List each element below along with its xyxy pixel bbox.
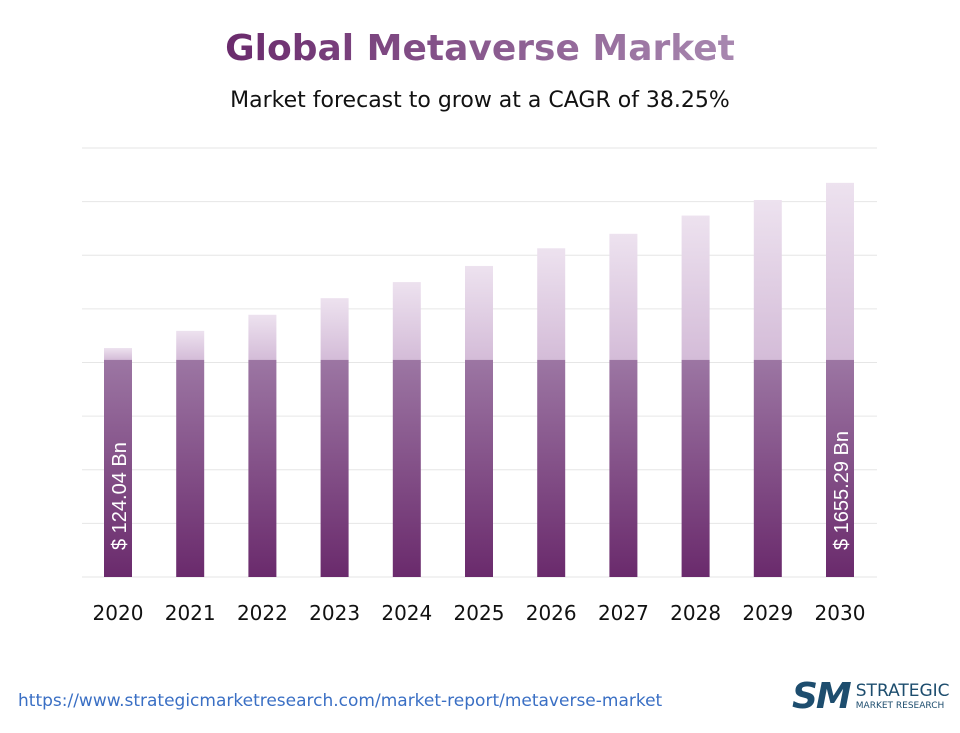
bar-base-2025 — [465, 359, 493, 577]
logo-mark: SM — [792, 676, 852, 717]
bar-base-2030 — [826, 359, 854, 577]
bar-base-2024 — [392, 359, 421, 577]
bar-top-2029 — [753, 200, 782, 360]
data-label: $ 1655.29 Bn — [831, 431, 853, 550]
bar-base-2023 — [320, 359, 349, 577]
bar-base-2021 — [176, 359, 205, 577]
bar-base-2026 — [537, 359, 566, 577]
x-tick-label: 2028 — [670, 601, 721, 625]
bar-top-2028 — [681, 215, 710, 360]
x-tick-label: 2021 — [165, 601, 216, 625]
bar-top-2021 — [176, 330, 205, 360]
x-tick-label: 2020 — [93, 601, 144, 625]
x-tick-label: 2024 — [381, 601, 432, 625]
bar-base-2027 — [609, 359, 638, 577]
data-label: $ 124.04 Bn — [109, 442, 131, 550]
bar-base-2020 — [104, 359, 132, 577]
bar-chart: 2020 $ 124.04 Bn 2021 2022 2023 2024 2025 2026 2… — [82, 147, 877, 625]
bar-top-2022 — [248, 314, 277, 360]
bar-top-2020 — [104, 348, 132, 360]
chart-subtitle: Market forecast to grow at a CAGR of 38.… — [230, 88, 730, 113]
bar-base-2029 — [753, 359, 782, 577]
bar-top-2027 — [609, 233, 638, 360]
x-tick-label: 2023 — [309, 601, 360, 625]
bar-top-2026 — [537, 248, 566, 360]
bar-top-2024 — [392, 282, 421, 360]
x-tick-label: 2022 — [237, 601, 288, 625]
logo-line2: MARKET RESEARCH — [855, 700, 945, 711]
source-url[interactable]: https://www.strategicmarketresearch.com/… — [18, 691, 663, 711]
x-tick-label: 2025 — [454, 601, 505, 625]
bar-top-2030 — [826, 182, 854, 360]
bar-base-2028 — [681, 359, 710, 577]
x-tick-label: 2030 — [815, 601, 866, 625]
x-tick-label: 2029 — [742, 601, 793, 625]
x-tick-label: 2026 — [526, 601, 577, 625]
bar-base-2022 — [248, 359, 277, 577]
chart-title: Global Metaverse Market — [225, 28, 735, 69]
logo-line1: STRATEGIC — [855, 680, 950, 701]
bar-top-2023 — [320, 298, 349, 360]
x-tick-label: 2027 — [598, 601, 649, 625]
logo: SM STRATEGIC MARKET RESEARCH — [792, 676, 950, 717]
bar-top-2025 — [465, 265, 493, 360]
